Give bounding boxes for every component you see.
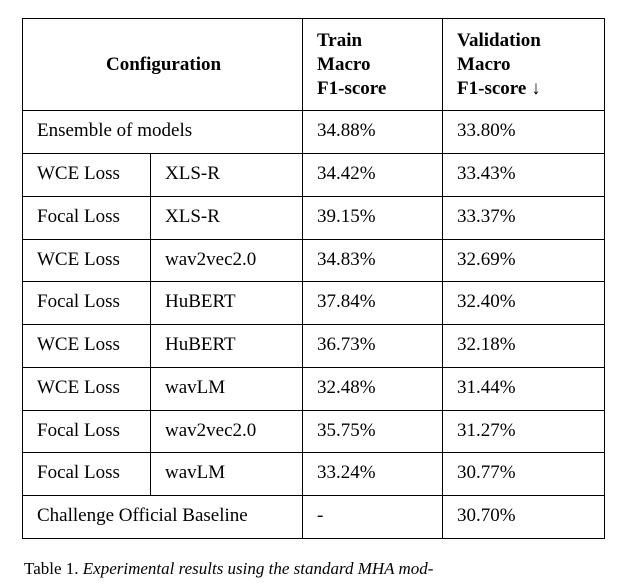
cell-train: 35.75%	[303, 410, 443, 453]
table-row: Ensemble of models 34.88% 33.80%	[23, 111, 605, 154]
header-train: Train Macro F1-score	[303, 19, 443, 111]
cell-config: Challenge Official Baseline	[23, 496, 303, 539]
table-header: Configuration Train Macro F1-score Valid…	[23, 19, 605, 111]
cell-val: 33.80%	[443, 111, 605, 154]
cell-train: 36.73%	[303, 325, 443, 368]
cell-val: 33.43%	[443, 154, 605, 197]
table-row: WCE Loss XLS-R 34.42% 33.43%	[23, 154, 605, 197]
cell-model: XLS-R	[151, 196, 303, 239]
cell-config: Ensemble of models	[23, 111, 303, 154]
cell-loss: WCE Loss	[23, 154, 151, 197]
cell-val: 33.37%	[443, 196, 605, 239]
table-row: Focal Loss HuBERT 37.84% 32.40%	[23, 282, 605, 325]
header-train-l2: Macro	[317, 54, 370, 75]
cell-train: 34.88%	[303, 111, 443, 154]
cell-val: 32.18%	[443, 325, 605, 368]
header-train-l1: Train	[317, 30, 362, 51]
header-train-l3: F1-score	[317, 78, 386, 99]
cell-model: wavLM	[151, 367, 303, 410]
cell-model: wav2vec2.0	[151, 239, 303, 282]
header-val-l2: Macro	[457, 54, 510, 75]
table-row: Focal Loss wav2vec2.0 35.75% 31.27%	[23, 410, 605, 453]
caption-label: Table 1.	[24, 559, 79, 578]
table-body: Ensemble of models 34.88% 33.80% WCE Los…	[23, 111, 605, 539]
cell-val: 31.44%	[443, 367, 605, 410]
cell-loss: Focal Loss	[23, 196, 151, 239]
table-caption: Table 1. Experimental results using the …	[22, 559, 604, 579]
table-row: Challenge Official Baseline - 30.70%	[23, 496, 605, 539]
cell-model: wavLM	[151, 453, 303, 496]
results-table: Configuration Train Macro F1-score Valid…	[22, 18, 605, 539]
cell-loss: Focal Loss	[23, 282, 151, 325]
cell-loss: Focal Loss	[23, 410, 151, 453]
cell-train: 37.84%	[303, 282, 443, 325]
table-row: WCE Loss wavLM 32.48% 31.44%	[23, 367, 605, 410]
cell-val: 32.40%	[443, 282, 605, 325]
caption-text: Experimental results using the standard …	[83, 559, 434, 578]
cell-train: 33.24%	[303, 453, 443, 496]
cell-loss: WCE Loss	[23, 325, 151, 368]
table-row: WCE Loss HuBERT 36.73% 32.18%	[23, 325, 605, 368]
table-row: Focal Loss XLS-R 39.15% 33.37%	[23, 196, 605, 239]
cell-val: 31.27%	[443, 410, 605, 453]
cell-loss: WCE Loss	[23, 367, 151, 410]
cell-loss: Focal Loss	[23, 453, 151, 496]
down-arrow-icon: ↓	[531, 78, 541, 99]
cell-train: 34.83%	[303, 239, 443, 282]
cell-val: 32.69%	[443, 239, 605, 282]
cell-model: XLS-R	[151, 154, 303, 197]
cell-loss: WCE Loss	[23, 239, 151, 282]
cell-val: 30.70%	[443, 496, 605, 539]
header-val-l3: F1-score	[457, 78, 526, 99]
cell-train: 32.48%	[303, 367, 443, 410]
page: Configuration Train Macro F1-score Valid…	[0, 0, 626, 584]
cell-train: -	[303, 496, 443, 539]
header-configuration: Configuration	[23, 19, 303, 111]
header-val-l1: Validation	[457, 30, 541, 51]
table-row: WCE Loss wav2vec2.0 34.83% 32.69%	[23, 239, 605, 282]
cell-train: 39.15%	[303, 196, 443, 239]
header-validation: Validation Macro F1-score ↓	[443, 19, 605, 111]
cell-val: 30.77%	[443, 453, 605, 496]
cell-train: 34.42%	[303, 154, 443, 197]
cell-model: HuBERT	[151, 282, 303, 325]
table-header-row: Configuration Train Macro F1-score Valid…	[23, 19, 605, 111]
cell-model: wav2vec2.0	[151, 410, 303, 453]
table-row: Focal Loss wavLM 33.24% 30.77%	[23, 453, 605, 496]
cell-model: HuBERT	[151, 325, 303, 368]
